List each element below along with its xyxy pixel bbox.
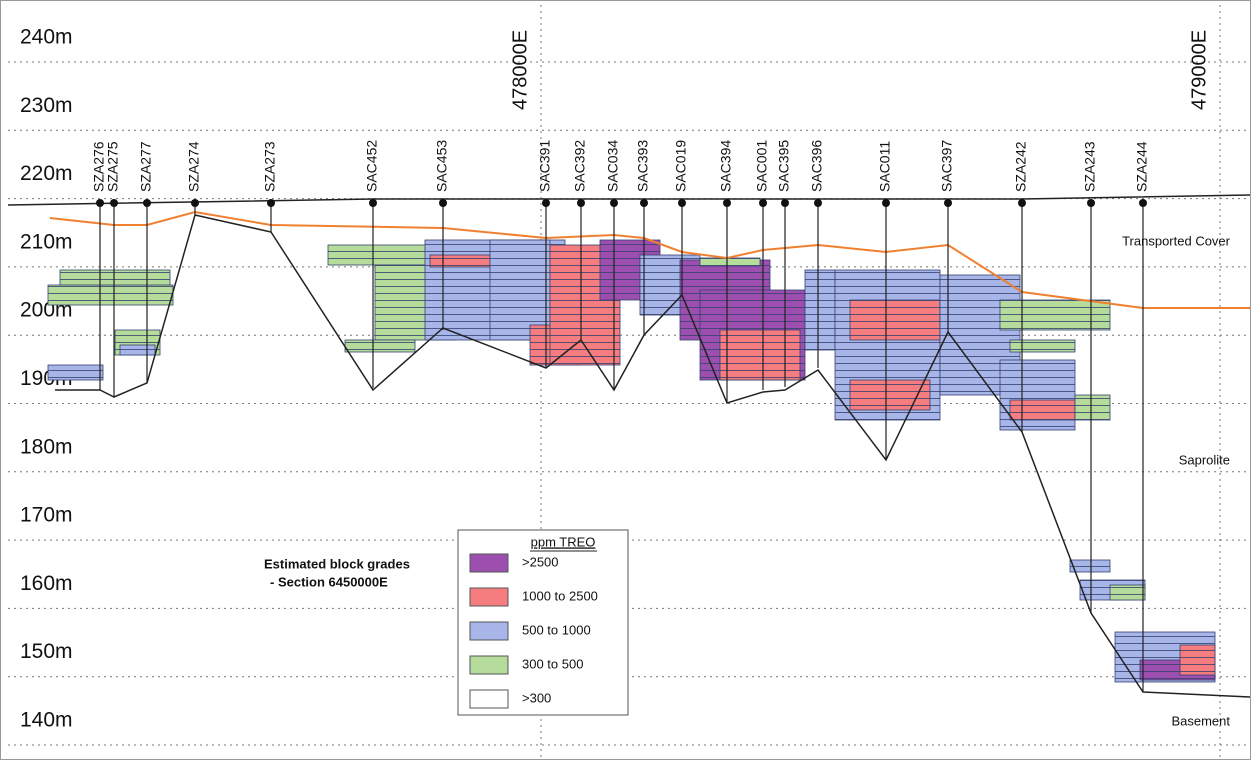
hole-label: SAC397 (939, 140, 955, 192)
legend-label: >2500 (522, 554, 559, 569)
block-stripes (48, 285, 173, 305)
legend-swatch (470, 690, 508, 708)
elevation-label: 210m (20, 230, 73, 253)
block-stripes (720, 330, 800, 380)
block-stripes (1110, 585, 1145, 600)
block-stripes (700, 258, 760, 266)
hole-label: SZA273 (262, 141, 278, 192)
block-stripes (1000, 300, 1110, 330)
hole-label: SAC392 (572, 140, 588, 192)
hole-label: SAC453 (434, 140, 450, 192)
hole-label: SAC011 (877, 141, 893, 192)
collar (882, 199, 890, 207)
collar (439, 199, 447, 207)
zone-label: Saprolite (1179, 452, 1230, 467)
legend-label: 500 to 1000 (522, 622, 591, 637)
collar (944, 199, 952, 207)
collar (781, 199, 789, 207)
hole-label: SZA242 (1013, 141, 1029, 192)
block-stripes (345, 340, 415, 352)
collar (1087, 199, 1095, 207)
block-stripes (1075, 395, 1110, 420)
collar (640, 199, 648, 207)
legend-swatch (470, 656, 508, 674)
block-stripes (1010, 400, 1075, 420)
elevation-label: 160m (20, 572, 73, 595)
legend-swatch (470, 622, 508, 640)
collar (267, 199, 275, 207)
block-stripes (120, 345, 155, 355)
hole-label: SZA275 (105, 141, 121, 192)
elevation-label: 150m (20, 640, 73, 663)
hole-label: SAC391 (537, 140, 553, 192)
collar (577, 199, 585, 207)
hole-label: SAC019 (673, 140, 689, 192)
collar (759, 199, 767, 207)
legend-swatch (470, 554, 508, 572)
collar (110, 199, 118, 207)
block-stripes (1180, 645, 1215, 675)
collar (1139, 199, 1147, 207)
block-stripes (1010, 340, 1075, 352)
collar (369, 199, 377, 207)
collar (723, 199, 731, 207)
hole-label: SZA244 (1134, 141, 1150, 192)
zone-label: Transported Cover (1122, 233, 1231, 248)
block-stripes (60, 270, 170, 285)
block-stripes (430, 255, 500, 267)
hole-label: SZA277 (138, 141, 154, 192)
legend-label: 1000 to 2500 (522, 588, 598, 603)
easting-label: 478000E (509, 30, 531, 110)
block-stripes (328, 245, 428, 265)
hole-label: SAC034 (605, 140, 621, 192)
block-stripes (805, 270, 835, 350)
block-stripes (48, 365, 103, 380)
hole-label: SAC452 (364, 140, 380, 192)
cross-section: 240m230m220m210m200m190m180m170m160m150m… (0, 0, 1251, 760)
elevation-label: 220m (20, 162, 73, 185)
legend-label: >300 (522, 690, 551, 705)
elevation-label: 180m (20, 435, 73, 458)
zone-label: Basement (1171, 713, 1230, 728)
caption: - Section 6450000E (270, 574, 388, 589)
collar (191, 199, 199, 207)
elevation-label: 230m (20, 94, 73, 117)
elevation-label: 140m (20, 709, 73, 732)
hole-label: SAC394 (718, 140, 734, 192)
collar (96, 199, 104, 207)
hole-label: SAC001 (754, 140, 770, 192)
legend-label: 300 to 500 (522, 656, 583, 671)
hole-label: SAC396 (809, 140, 825, 192)
collar (610, 199, 618, 207)
hole-label: SAC395 (776, 140, 792, 192)
hole-label: SAC393 (635, 140, 651, 192)
block-stripes (1070, 560, 1110, 572)
caption: Estimated block grades (264, 556, 410, 571)
block-stripes (850, 300, 940, 340)
collar (1018, 199, 1026, 207)
collar (143, 199, 151, 207)
collar (542, 199, 550, 207)
block-model (48, 240, 1215, 682)
collar (678, 199, 686, 207)
elevation-label: 240m (20, 26, 73, 49)
hole-label: SZA274 (186, 141, 202, 192)
legend: ppm TREO >2500 1000 to 2500 500 to 1000 300… (458, 530, 628, 715)
hole-label: SZA243 (1082, 141, 1098, 192)
elevation-label: 170m (20, 504, 73, 527)
legend-title: ppm TREO (531, 534, 596, 549)
collar (814, 199, 822, 207)
easting-label: 479000E (1188, 30, 1210, 110)
legend-swatch (470, 588, 508, 606)
